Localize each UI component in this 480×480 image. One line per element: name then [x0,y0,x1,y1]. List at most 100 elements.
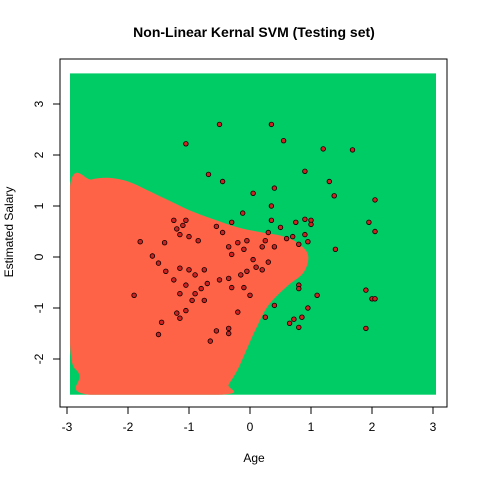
data-point [332,246,339,252]
data-point [277,224,284,231]
data-point [271,244,278,250]
x-tick-label: -3 [62,420,73,434]
x-tick-label: 3 [430,420,437,434]
data-point [244,237,250,244]
data-point [314,292,320,298]
x-tick-label: -2 [123,420,134,434]
data-point [247,292,253,298]
data-point [293,219,299,225]
plot-frame [59,58,448,408]
x-tick-label: -1 [184,420,195,434]
data-points [131,121,378,344]
data-point [265,259,271,265]
data-point [296,324,302,331]
data-point [235,309,241,315]
data-point [171,277,177,283]
data-point [192,272,198,278]
data-point [268,217,275,223]
data-point [186,267,192,273]
x-tick-label: 0 [247,420,254,434]
data-point [250,190,256,196]
data-point [271,185,278,191]
data-point [349,147,356,153]
y-tick-label: 1 [32,202,46,209]
data-point [131,292,137,298]
data-point [235,239,241,246]
data-point [259,244,265,250]
data-point [296,285,302,292]
data-point [213,223,220,230]
data-point [302,168,308,174]
data-point [372,228,378,235]
data-point [372,296,378,302]
y-tick-label: 2 [32,151,46,158]
data-point [305,305,311,311]
data-point [216,121,223,128]
data-point [137,238,143,245]
x-axis: -3 -2 -1 0 1 2 3 [62,407,437,434]
chart-title: Non-Linear Kernal SVM (Testing set) [133,24,375,40]
data-point [174,226,180,232]
data-point [177,315,183,321]
y-axis-label: Estimated Salary [2,187,16,278]
data-point [183,141,189,147]
data-point [250,256,256,263]
data-point [205,171,212,178]
data-point [305,238,311,245]
data-point [177,291,183,297]
data-point [291,316,297,322]
data-point [219,178,226,185]
data-point [180,222,186,229]
data-point [302,231,308,238]
data-point [198,285,204,292]
data-point [186,233,192,240]
data-point [239,210,246,216]
data-point [204,280,210,287]
data-point [189,297,195,304]
data-point [192,291,198,297]
data-point [228,251,235,258]
data-point [228,284,235,291]
data-point [228,219,235,225]
data-point [201,297,207,304]
data-point [302,216,308,222]
data-point [331,193,337,199]
data-point [225,330,232,337]
data-point [174,310,180,316]
data-point [320,146,326,152]
data-point [253,264,259,270]
x-tick-label: 2 [369,420,376,434]
data-point [161,239,168,246]
data-point [280,137,287,144]
data-point [155,260,162,266]
y-axis: -2 -1 0 1 2 3 [32,100,60,364]
data-point [244,268,250,274]
data-point [296,241,302,247]
y-tick-label: 0 [32,253,46,260]
data-point [183,307,189,314]
data-point [286,320,293,326]
data-point [158,319,165,325]
data-point [262,237,268,244]
data-point [283,235,290,242]
data-point [259,267,265,273]
data-point [213,328,220,334]
data-point [183,282,189,288]
data-point [225,325,232,332]
data-point [241,284,247,291]
data-point [177,231,183,238]
data-point [238,272,244,278]
data-point [271,302,278,309]
y-tick-label: -1 [32,302,46,313]
y-tick-label: 3 [32,100,46,107]
data-point [216,277,223,283]
data-point [201,267,207,273]
data-point [155,331,162,338]
data-point [265,229,271,236]
data-point [372,197,378,203]
data-point [207,338,213,344]
data-point [225,275,232,282]
data-point [268,203,275,209]
data-point [299,314,305,320]
